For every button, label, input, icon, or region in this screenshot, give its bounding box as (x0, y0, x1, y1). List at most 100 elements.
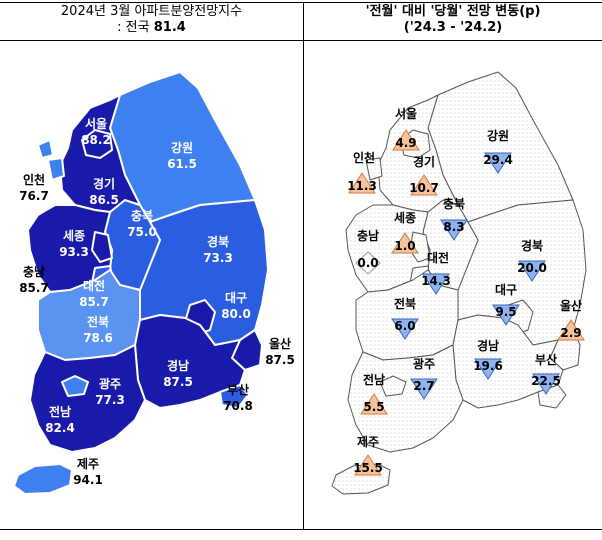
change-marker-daejeon-down (422, 273, 450, 295)
index-label-chungnam-value: 85.7 (19, 281, 49, 295)
top-border (0, 2, 602, 3)
left-title-line1: 2024년 3월 아파트분양전망지수 (60, 4, 243, 19)
change-label-gangwon-value: 29.4 (483, 153, 513, 167)
index-label-sejong-value: 93.3 (59, 245, 89, 259)
region-incheon-island (37, 139, 54, 159)
index-label-daegu-name: 대구 (225, 291, 247, 305)
change-label-ulsan-value: 2.9 (560, 326, 581, 340)
outline-gwangju (379, 375, 407, 397)
change-marker-chungnam-flat (355, 251, 381, 275)
region-jeju (13, 463, 73, 495)
change-label-daegu-value: 9.5 (495, 305, 516, 319)
index-label-incheon-name: 인천 (23, 172, 45, 187)
index-label-gyeongbuk-value: 73.3 (203, 251, 233, 265)
change-label-gyeongnam-name: 경남 (477, 338, 499, 353)
index-label-daejeon-value: 85.7 (79, 295, 109, 309)
change-label-gangwon-name: 강원 (487, 129, 509, 143)
outline-incheon (365, 157, 383, 181)
left-title-line2: : 전국 81.4 (0, 20, 303, 36)
index-label-chungbuk-name: 충북 (131, 208, 153, 223)
left-panel-title: 2024년 3월 아파트분양전망지수 : 전국 81.4 (0, 4, 303, 36)
change-label-daegu-name: 대구 (495, 283, 517, 297)
change-label-chungbuk-value: 8.3 (443, 220, 464, 234)
outline-jeonnam (347, 344, 464, 453)
change-marker-daegu-down (492, 304, 520, 326)
change-label-busan-value: 22.5 (531, 374, 561, 388)
index-label-gangwon-name: 강원 (171, 141, 193, 155)
index-label-jeonnam-name: 전남 (49, 404, 71, 419)
change-label-incheon-name: 인천 (353, 150, 375, 165)
region-busan (219, 384, 249, 409)
header-border (0, 40, 602, 41)
index-label-gangwon-value: 61.5 (167, 157, 197, 171)
index-label-sejong-name: 세종 (63, 228, 85, 243)
panel-divider (303, 2, 304, 530)
bottom-border (0, 529, 602, 530)
index-label-jeju-value: 94.1 (73, 473, 103, 487)
index-label-chungbuk-value: 75.0 (127, 225, 157, 239)
change-marker-seoul-up (392, 129, 420, 151)
change-marker-incheon-up (348, 172, 376, 194)
region-gyeongnam (134, 314, 246, 409)
change-label-gyeongbuk-value: 20.0 (517, 261, 547, 275)
index-label-jeonbuk-value: 78.6 (83, 331, 113, 345)
change-label-chungbuk-name: 충북 (443, 196, 465, 211)
outline-gyeongnam (452, 314, 564, 409)
index-label-seoul-name: 서울 (85, 116, 107, 131)
change-label-daejeon-value: 14.3 (421, 274, 451, 288)
index-label-gyeonggi-name: 경기 (93, 176, 115, 191)
change-label-daejeon-name: 대전 (427, 250, 449, 265)
index-label-jeonnam-value: 82.4 (45, 421, 75, 435)
change-marker-jeju-up (354, 454, 382, 476)
change-label-gyeonggi-name: 경기 (413, 154, 435, 169)
right-title-line1: '전월' 대비 '당월' 전망 변동(p) (365, 4, 541, 19)
change-label-gyeongnam-value: 19.6 (473, 359, 503, 373)
change-marker-gwangju-down (410, 378, 438, 400)
change-marker-ulsan-up (557, 319, 585, 341)
change-label-seoul-value: 4.9 (395, 136, 416, 150)
index-label-incheon-value: 76.7 (19, 189, 49, 203)
change-label-gwangju-name: 광주 (413, 356, 435, 371)
change-label-jeonbuk-value: 6.0 (394, 319, 415, 333)
change-marker-sejong-up (391, 232, 419, 254)
region-seoul (81, 129, 113, 159)
change-marker-gangwon-down (484, 152, 512, 174)
change-label-jeju-value: 15.5 (353, 461, 383, 475)
right-title-line2: ('24.3 - '24.2) (403, 20, 503, 35)
change-marker-busan-down (532, 373, 560, 395)
change-label-jeonnam-value: 5.5 (363, 400, 384, 414)
index-label-chungnam-name: 충남 (23, 264, 45, 279)
index-map: 서울 88.2 경기 86.5 강원 61.5 충북 75.0 세종 93.3 대전 85.7 경북 73… (13, 71, 295, 495)
national-index: 81.4 (153, 20, 186, 35)
right-panel-title: '전월' 대비 '당월' 전망 변동(p) ('24.3 - '24.2) (304, 4, 602, 36)
change-marker-gyeongbuk-down (518, 260, 546, 282)
change-label-ulsan-name: 울산 (560, 298, 582, 313)
change-label-gwangju-value: 2.7 (413, 379, 434, 393)
change-label-seoul-name: 서울 (395, 106, 417, 121)
change-label-chungnam-name: 충남 (357, 228, 379, 243)
change-marker-jeonnam-up (360, 393, 388, 415)
region-jeonnam (29, 344, 146, 453)
index-label-busan-name: 부산 (227, 382, 249, 397)
index-label-ulsan-name: 울산 (269, 336, 291, 351)
index-label-gyeongbuk-name: 경북 (207, 235, 229, 249)
change-label-jeju-name: 제주 (357, 435, 379, 449)
change-label-jeonnam-name: 전남 (363, 372, 385, 387)
change-label-gyeonggi-value: 10.7 (409, 181, 439, 195)
national-label: : 전국 (117, 20, 154, 35)
change-marker-gyeongnam-down (474, 358, 502, 380)
change-label-incheon-value: 11.3 (347, 179, 377, 193)
region-incheon (47, 157, 65, 181)
index-label-gyeongnam-name: 경남 (167, 358, 189, 373)
index-label-gyeongnam-value: 87.5 (163, 375, 193, 389)
index-label-gwangju-value: 77.3 (95, 393, 125, 407)
change-label-jeonbuk-name: 전북 (394, 296, 416, 311)
index-label-seoul-value: 88.2 (81, 133, 111, 147)
region-gwangju (61, 375, 89, 397)
index-label-daejeon-name: 대전 (83, 278, 105, 293)
index-label-jeju-name: 제주 (77, 457, 99, 471)
change-label-busan-name: 부산 (535, 352, 557, 367)
change-label-chungnam-value: 0.0 (357, 256, 378, 270)
index-label-busan-value: 70.8 (223, 399, 253, 413)
